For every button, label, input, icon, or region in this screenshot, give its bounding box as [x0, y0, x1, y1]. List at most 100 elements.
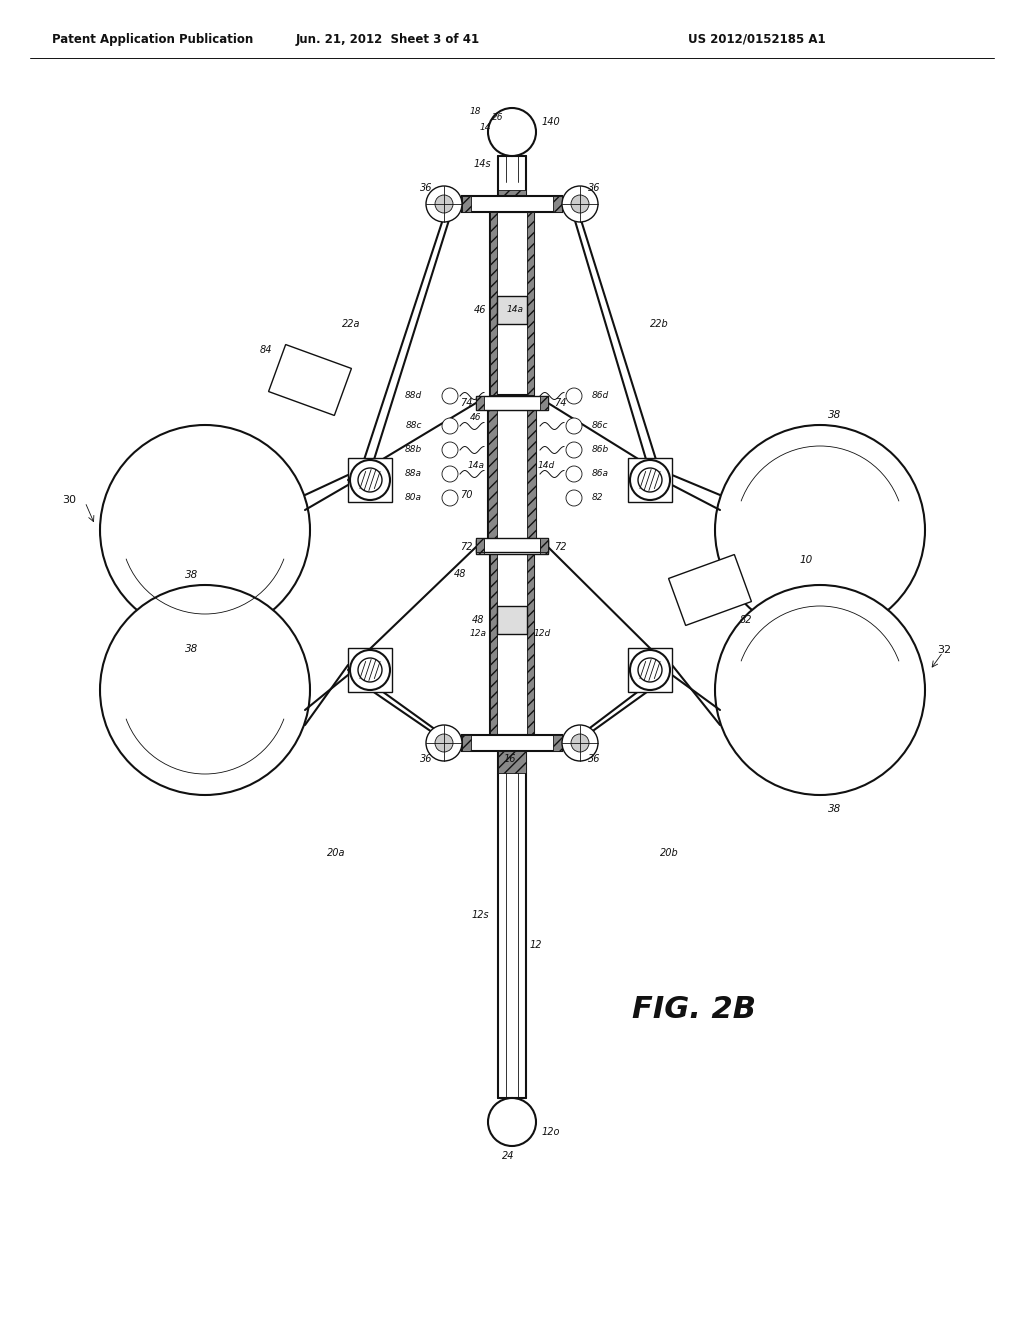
Bar	[498, 190, 526, 213]
Polygon shape	[669, 554, 752, 626]
Text: 18: 18	[470, 107, 481, 116]
Polygon shape	[268, 345, 351, 416]
Circle shape	[571, 734, 589, 752]
Circle shape	[566, 466, 582, 482]
Text: 14a: 14a	[507, 305, 524, 314]
Text: 12a: 12a	[470, 630, 487, 639]
Text: 46: 46	[470, 413, 481, 422]
Bar	[553, 735, 562, 751]
Text: 22b: 22b	[650, 319, 669, 329]
Text: 86a: 86a	[592, 470, 609, 479]
Text: 14: 14	[480, 123, 492, 132]
Bar	[498, 751, 526, 774]
Text: 72: 72	[554, 543, 566, 552]
Text: 14s: 14s	[474, 158, 492, 169]
Text: 12: 12	[530, 940, 543, 950]
Circle shape	[350, 459, 390, 500]
Bar	[476, 396, 484, 411]
Bar	[348, 648, 392, 692]
Text: 140: 140	[542, 117, 561, 127]
Text: 14d: 14d	[538, 461, 555, 470]
Text: 48: 48	[454, 569, 466, 579]
Bar	[462, 195, 562, 213]
Text: 74: 74	[554, 399, 566, 408]
Circle shape	[435, 195, 453, 213]
Bar	[476, 539, 548, 552]
Circle shape	[442, 466, 458, 482]
Circle shape	[566, 442, 582, 458]
Text: 24: 24	[502, 1151, 514, 1162]
Circle shape	[488, 108, 536, 156]
Circle shape	[350, 649, 390, 690]
Circle shape	[426, 725, 462, 762]
Text: 10: 10	[800, 554, 813, 565]
Circle shape	[566, 388, 582, 404]
Text: US 2012/0152185 A1: US 2012/0152185 A1	[688, 33, 825, 45]
Circle shape	[442, 442, 458, 458]
Text: 88b: 88b	[404, 446, 422, 454]
Text: 12d: 12d	[534, 630, 551, 639]
Bar	[553, 195, 562, 213]
Text: 84: 84	[260, 345, 272, 355]
Text: Patent Application Publication: Patent Application Publication	[52, 33, 253, 45]
Text: 36: 36	[420, 183, 432, 193]
Circle shape	[630, 649, 670, 690]
Text: 12o: 12o	[542, 1127, 560, 1137]
Text: Jun. 21, 2012  Sheet 3 of 41: Jun. 21, 2012 Sheet 3 of 41	[296, 33, 480, 45]
Text: 88d: 88d	[404, 392, 422, 400]
Circle shape	[566, 418, 582, 434]
Text: 82: 82	[740, 615, 753, 624]
Bar	[476, 540, 548, 554]
Circle shape	[715, 585, 925, 795]
Circle shape	[442, 418, 458, 434]
Bar	[490, 552, 534, 735]
Circle shape	[566, 490, 582, 506]
Text: 72: 72	[460, 543, 472, 552]
Bar	[476, 396, 548, 411]
Bar	[488, 411, 536, 540]
Circle shape	[638, 469, 662, 492]
Text: 80a: 80a	[406, 494, 422, 503]
Text: 38: 38	[828, 411, 842, 420]
Bar	[497, 606, 527, 634]
Text: 82: 82	[592, 494, 603, 503]
Text: 38: 38	[185, 644, 199, 653]
Text: 46: 46	[474, 305, 486, 315]
Text: 14a: 14a	[468, 461, 485, 470]
Bar	[462, 195, 471, 213]
Bar	[497, 296, 527, 323]
Circle shape	[638, 657, 662, 682]
Text: 86b: 86b	[592, 446, 609, 454]
Bar	[540, 396, 548, 411]
Circle shape	[630, 459, 670, 500]
Circle shape	[488, 1098, 536, 1146]
Text: 86c: 86c	[592, 421, 608, 430]
Text: 70: 70	[460, 490, 472, 500]
Text: 20b: 20b	[660, 847, 679, 858]
Text: 30: 30	[62, 495, 76, 506]
Circle shape	[358, 469, 382, 492]
Bar	[540, 540, 548, 554]
Text: 32: 32	[937, 645, 951, 655]
Bar	[488, 411, 497, 540]
Circle shape	[100, 585, 310, 795]
Bar	[527, 552, 534, 735]
Bar	[348, 458, 392, 502]
Text: 36: 36	[588, 754, 600, 764]
Bar	[476, 540, 484, 554]
Bar	[540, 539, 548, 552]
Text: 12s: 12s	[472, 909, 489, 920]
Text: FIG. 2B: FIG. 2B	[632, 995, 756, 1024]
Circle shape	[358, 657, 382, 682]
Text: 20a: 20a	[327, 847, 345, 858]
Bar	[476, 539, 484, 552]
Bar	[527, 213, 534, 395]
Bar	[490, 552, 497, 735]
Bar	[462, 735, 471, 751]
Circle shape	[442, 490, 458, 506]
Text: 16: 16	[504, 754, 516, 764]
Circle shape	[715, 425, 925, 635]
Bar	[490, 213, 497, 395]
Text: 38: 38	[185, 570, 199, 579]
Circle shape	[442, 388, 458, 404]
